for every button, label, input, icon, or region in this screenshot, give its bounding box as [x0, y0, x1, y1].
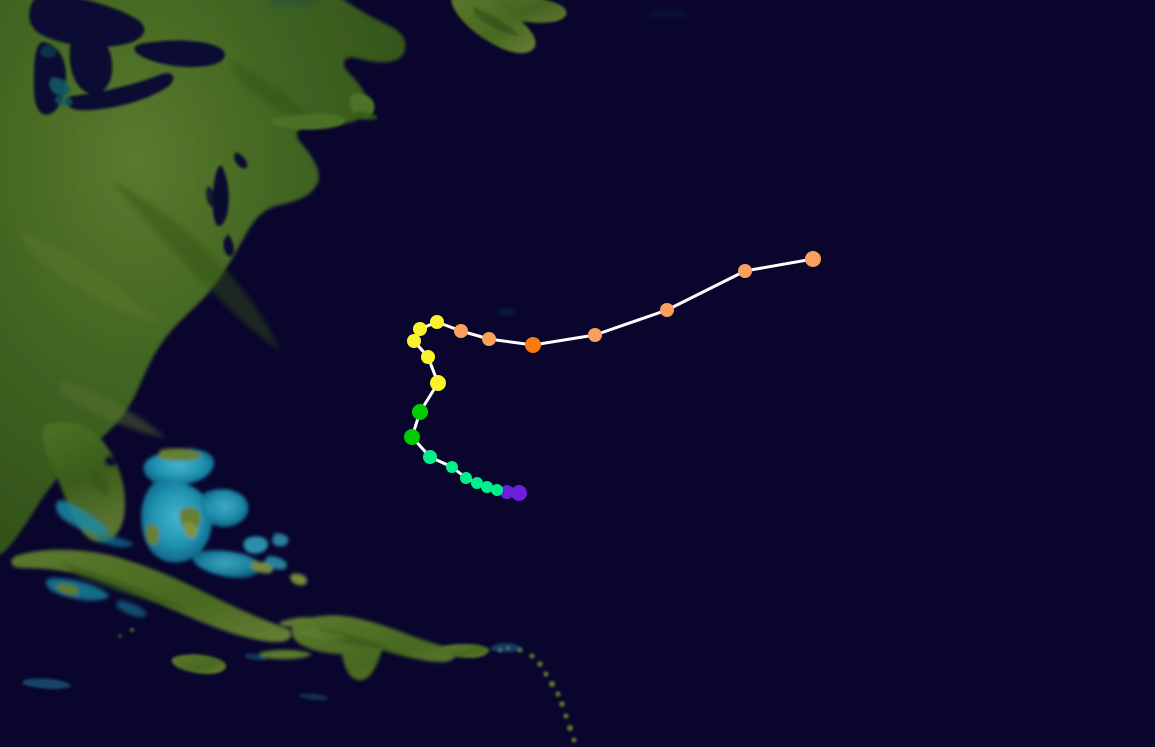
- track-point-19[interactable]: [588, 328, 602, 342]
- track-point-2[interactable]: [500, 485, 514, 499]
- track-point-22[interactable]: [805, 251, 821, 267]
- track-point-13[interactable]: [407, 334, 421, 348]
- track-point-5[interactable]: [471, 477, 483, 489]
- track-point-17[interactable]: [482, 332, 496, 346]
- track-point-16[interactable]: [454, 324, 468, 338]
- track-point-15[interactable]: [430, 315, 444, 329]
- track-point-1[interactable]: [511, 485, 527, 501]
- track-point-7[interactable]: [446, 461, 458, 473]
- track-point-20[interactable]: [660, 303, 674, 317]
- storm-track-points: [404, 251, 821, 501]
- track-point-6[interactable]: [460, 472, 472, 484]
- track-point-3[interactable]: [491, 484, 503, 496]
- track-point-10[interactable]: [412, 404, 428, 420]
- track-point-21[interactable]: [738, 264, 752, 278]
- track-point-8[interactable]: [423, 450, 437, 464]
- track-point-11[interactable]: [430, 375, 446, 391]
- track-point-14[interactable]: [413, 322, 427, 336]
- track-point-9[interactable]: [404, 429, 420, 445]
- track-point-18[interactable]: [525, 337, 541, 353]
- track-point-12[interactable]: [421, 350, 435, 364]
- track-point-4[interactable]: [481, 481, 493, 493]
